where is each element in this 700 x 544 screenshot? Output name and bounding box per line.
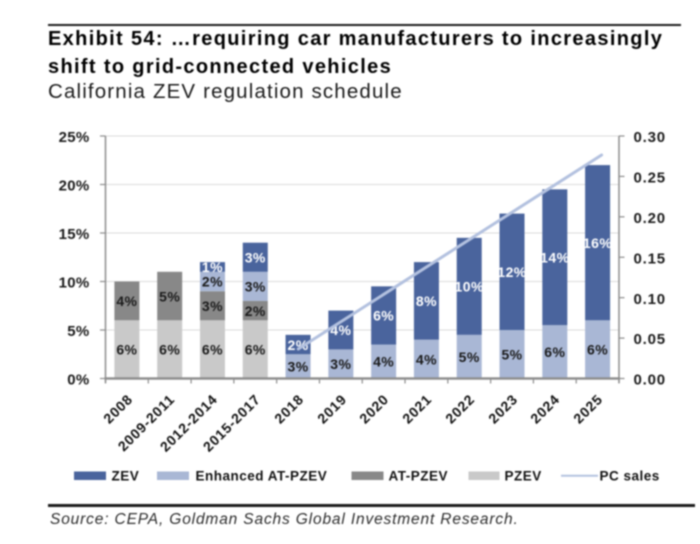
svg-text:10%: 10%: [59, 275, 90, 292]
svg-text:8%: 8%: [416, 293, 437, 309]
svg-text:0.25: 0.25: [634, 170, 666, 187]
svg-text:10%: 10%: [455, 279, 484, 295]
svg-text:Enhanced AT-PZEV: Enhanced AT-PZEV: [196, 469, 328, 484]
svg-text:2%: 2%: [245, 303, 266, 319]
svg-text:6%: 6%: [116, 342, 137, 358]
svg-text:6%: 6%: [245, 342, 266, 358]
svg-text:5%: 5%: [67, 323, 89, 340]
svg-text:0.30: 0.30: [634, 129, 666, 146]
svg-text:12%: 12%: [497, 264, 526, 280]
svg-text:PC sales: PC sales: [600, 469, 660, 484]
svg-text:5%: 5%: [159, 288, 180, 304]
svg-text:4%: 4%: [116, 293, 137, 309]
svg-text:3%: 3%: [245, 279, 266, 295]
svg-text:0%: 0%: [67, 372, 89, 389]
svg-text:3%: 3%: [287, 359, 308, 375]
svg-text:0.00: 0.00: [634, 372, 666, 389]
svg-text:0.10: 0.10: [634, 291, 666, 308]
svg-text:3%: 3%: [245, 249, 266, 265]
svg-text:0.20: 0.20: [634, 210, 666, 227]
svg-text:5%: 5%: [459, 349, 480, 365]
svg-text:3%: 3%: [202, 298, 223, 314]
svg-text:4%: 4%: [330, 322, 351, 338]
svg-text:6%: 6%: [202, 342, 223, 358]
svg-text:14%: 14%: [540, 249, 569, 265]
svg-text:15%: 15%: [59, 226, 90, 243]
svg-text:2%: 2%: [202, 274, 223, 290]
svg-text:6%: 6%: [587, 342, 608, 358]
svg-text:ZEV: ZEV: [112, 469, 140, 484]
svg-text:1%: 1%: [202, 259, 223, 275]
svg-text:2%: 2%: [287, 337, 308, 353]
svg-text:6%: 6%: [373, 308, 394, 324]
svg-text:5%: 5%: [501, 346, 522, 362]
svg-text:AT-PZEV: AT-PZEV: [389, 469, 449, 484]
svg-text:16%: 16%: [583, 235, 612, 251]
svg-text:25%: 25%: [59, 129, 90, 146]
svg-text:4%: 4%: [416, 351, 437, 367]
svg-text:3%: 3%: [330, 356, 351, 372]
svg-text:0.15: 0.15: [634, 250, 666, 267]
svg-text:6%: 6%: [159, 342, 180, 358]
svg-text:0.05: 0.05: [634, 331, 666, 348]
svg-text:6%: 6%: [544, 344, 565, 360]
svg-text:4%: 4%: [373, 354, 394, 370]
svg-text:20%: 20%: [59, 178, 90, 195]
svg-text:PZEV: PZEV: [505, 469, 542, 484]
